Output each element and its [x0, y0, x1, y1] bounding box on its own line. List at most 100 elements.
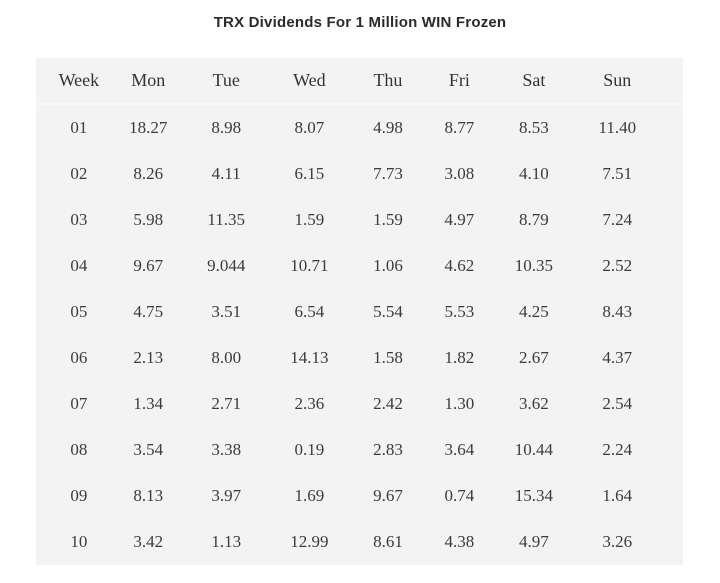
value-cell: 9.044 — [207, 256, 246, 275]
value-cell: 14.13 — [290, 348, 329, 367]
value-cell: 1.06 — [373, 256, 403, 275]
value-cell: 9.67 — [373, 486, 403, 505]
table-body: 01 18.27 8.98 8.07 4.98 8.77 8.53 11.40 02 8.26 4.… — [36, 104, 683, 565]
table-row: 01 18.27 8.98 8.07 4.98 8.77 8.53 11.40 — [36, 104, 683, 151]
table-row: 04 9.67 9.044 10.71 1.06 4.62 10.35 2.52 — [36, 243, 683, 289]
week-cell: 04 — [70, 256, 88, 275]
header-cell-thu: Thu — [351, 58, 425, 105]
value-cell: 1.34 — [133, 394, 164, 413]
value-cell: 3.51 — [211, 302, 242, 321]
value-cell: 3.26 — [602, 532, 633, 551]
value-cell: 4.75 — [133, 302, 164, 321]
week-cell: 10 — [70, 532, 88, 551]
value-cell: 6.15 — [294, 164, 325, 183]
week-cell: 05 — [70, 302, 88, 321]
value-cell: 18.27 — [129, 118, 168, 137]
header-row: Week Mon Tue Wed Thu Fri Sat Sun — [36, 58, 683, 105]
header-cell-tue: Tue — [184, 58, 268, 105]
value-cell: 4.37 — [602, 348, 633, 367]
value-cell: 7.51 — [602, 164, 633, 183]
page-title: TRX Dividends For 1 Million WIN Frozen — [213, 14, 507, 31]
value-cell: 8.13 — [133, 486, 164, 505]
value-cell: 9.67 — [133, 256, 164, 275]
value-cell: 2.36 — [294, 394, 325, 413]
value-cell: 1.58 — [373, 348, 403, 367]
dividends-table: Week Mon Tue Wed Thu Fri Sat Sun 01 18.27 8.98 8.0… — [36, 58, 683, 565]
value-cell: 0.74 — [444, 486, 475, 505]
value-cell: 4.38 — [444, 532, 475, 551]
value-cell: 8.79 — [518, 210, 549, 229]
value-cell: 4.97 — [518, 532, 549, 551]
value-cell: 2.83 — [373, 440, 403, 459]
value-cell: 8.26 — [133, 164, 164, 183]
value-cell: 8.43 — [602, 302, 633, 321]
value-cell: 1.59 — [294, 210, 325, 229]
value-cell: 4.98 — [373, 118, 403, 137]
header-cell-fri: Fri — [424, 58, 495, 105]
value-cell: 5.53 — [444, 302, 475, 321]
table-row: 09 8.13 3.97 1.69 9.67 0.74 15.34 1.64 — [36, 473, 683, 519]
table-row: 10 3.42 1.13 12.99 8.61 4.38 4.97 3.26 — [36, 519, 683, 565]
value-cell: 3.08 — [444, 164, 475, 183]
value-cell: 12.99 — [290, 532, 329, 551]
week-cell: 06 — [70, 348, 88, 367]
value-cell: 2.52 — [602, 256, 633, 275]
value-cell: 5.54 — [373, 302, 403, 321]
week-cell: 03 — [70, 210, 88, 229]
value-cell: 4.11 — [211, 164, 241, 183]
value-cell: 2.67 — [518, 348, 549, 367]
value-cell: 1.30 — [444, 394, 475, 413]
value-cell: 2.24 — [602, 440, 633, 459]
value-cell: 1.82 — [444, 348, 475, 367]
value-cell: 15.34 — [514, 486, 553, 505]
value-cell: 1.13 — [211, 532, 242, 551]
value-cell: 10.35 — [514, 256, 553, 275]
value-cell: 3.64 — [444, 440, 475, 459]
value-cell: 3.42 — [133, 532, 164, 551]
value-cell: 11.35 — [207, 210, 246, 229]
week-cell: 08 — [70, 440, 88, 459]
value-cell: 3.97 — [211, 486, 242, 505]
value-cell: 2.54 — [602, 394, 633, 413]
value-cell: 8.77 — [444, 118, 475, 137]
value-cell: 2.71 — [211, 394, 242, 413]
value-cell: 4.62 — [444, 256, 475, 275]
value-cell: 2.42 — [373, 394, 403, 413]
table-header: Week Mon Tue Wed Thu Fri Sat Sun — [36, 58, 683, 105]
value-cell: 3.38 — [211, 440, 242, 459]
week-cell: 01 — [70, 118, 88, 137]
value-cell: 6.54 — [294, 302, 325, 321]
value-cell: 7.73 — [373, 164, 403, 183]
table-row: 07 1.34 2.71 2.36 2.42 1.30 3.62 2.54 — [36, 381, 683, 427]
header-cell-week: Week — [36, 58, 112, 105]
value-cell: 2.13 — [133, 348, 164, 367]
table-row: 03 5.98 11.35 1.59 1.59 4.97 8.79 7.24 — [36, 197, 683, 243]
value-cell: 10.71 — [290, 256, 329, 275]
table-row: 05 4.75 3.51 6.54 5.54 5.53 4.25 8.43 — [36, 289, 683, 335]
value-cell: 5.98 — [133, 210, 164, 229]
week-cell: 07 — [70, 394, 88, 413]
value-cell: 3.62 — [518, 394, 549, 413]
week-cell: 09 — [70, 486, 88, 505]
week-cell: 02 — [70, 164, 88, 183]
value-cell: 10.44 — [514, 440, 553, 459]
table-row: 08 3.54 3.38 0.19 2.83 3.64 10.44 2.24 — [36, 427, 683, 473]
value-cell: 1.59 — [373, 210, 403, 229]
value-cell: 4.25 — [518, 302, 549, 321]
value-cell: 4.97 — [444, 210, 475, 229]
value-cell: 7.24 — [602, 210, 633, 229]
header-cell-wed: Wed — [267, 58, 352, 105]
value-cell: 8.07 — [294, 118, 325, 137]
table-row: 06 2.13 8.00 14.13 1.58 1.82 2.67 4.37 — [36, 335, 683, 381]
value-cell: 8.53 — [518, 118, 549, 137]
value-cell: 0.19 — [294, 440, 325, 459]
value-cell: 4.10 — [518, 164, 549, 183]
header-cell-sat: Sat — [494, 58, 574, 105]
value-cell: 8.00 — [211, 348, 242, 367]
table-row: 02 8.26 4.11 6.15 7.73 3.08 4.10 7.51 — [36, 151, 683, 197]
header-cell-mon: Mon — [111, 58, 185, 105]
value-cell: 11.40 — [598, 118, 637, 137]
value-cell: 8.61 — [373, 532, 403, 551]
value-cell: 1.64 — [602, 486, 633, 505]
value-cell: 1.69 — [294, 486, 325, 505]
